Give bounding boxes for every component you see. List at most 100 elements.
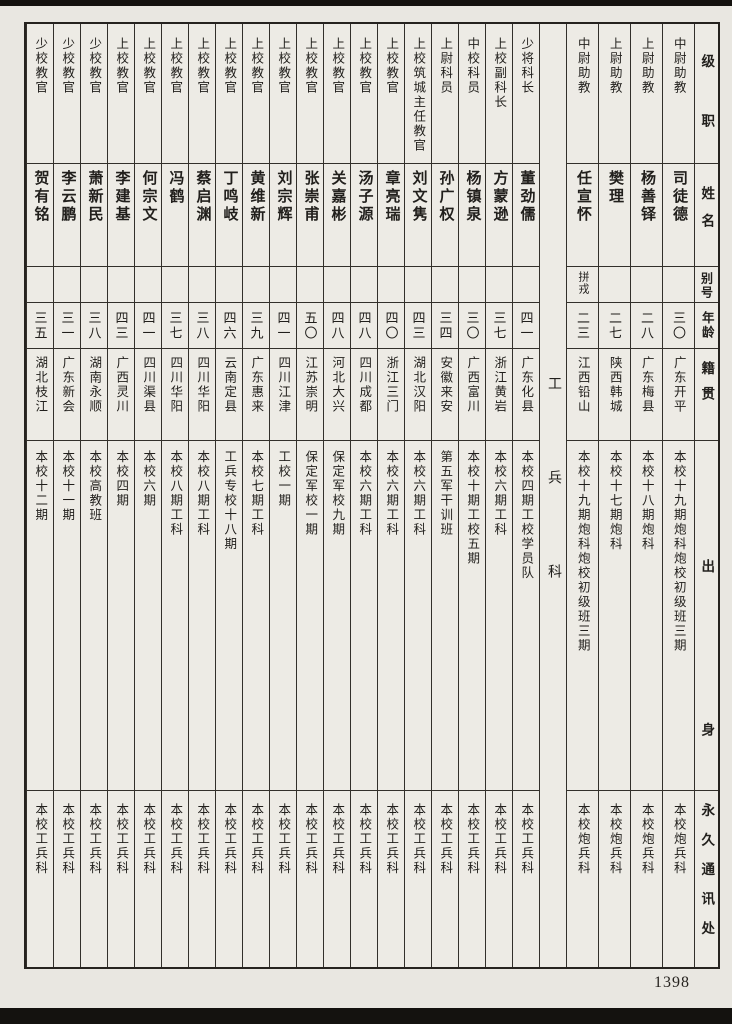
header-rank: 级职 (695, 24, 718, 164)
background-cell: 本校十九期炮科炮校初级班三期 (567, 441, 598, 791)
name-cell: 丁鸣岐 (216, 164, 242, 267)
name-cell: 黄维新 (243, 164, 269, 267)
address-cell: 本校工兵科 (465, 803, 480, 876)
name-cell: 任宣怀 (567, 164, 598, 267)
rank-cell: 上校教官 (297, 24, 323, 164)
name-cell: 冯鹤 (162, 164, 188, 267)
alias-cell (81, 267, 107, 303)
rank-cell: 上校教官 (135, 24, 161, 164)
person-column: 上校副科长 方蒙逊 三七 浙江黄岩 本校六期工科 本校工兵科 (485, 24, 512, 967)
name-cell: 董劲儒 (513, 164, 539, 267)
age-cell: 四八 (351, 303, 377, 349)
native-place-cell: 江西铅山 (567, 349, 598, 441)
background-cell: 本校八期工科 (162, 441, 188, 791)
native-place-cell: 四川渠县 (135, 349, 161, 441)
background-cell: 本校六期工科 (378, 441, 404, 791)
person-column: 上校教官 张崇甫 五〇 江苏崇明 保定军校一期 本校工兵科 (296, 24, 323, 967)
rank-cell: 上校教官 (189, 24, 215, 164)
age-cell: 三七 (162, 303, 188, 349)
name-cell: 蔡启渊 (189, 164, 215, 267)
background-cell: 本校四期工校学员队 (513, 441, 539, 791)
background-cell: 本校十八期炮科 (631, 441, 662, 791)
age-cell: 三八 (189, 303, 215, 349)
native-place-cell: 广东梅县 (631, 349, 662, 441)
rank-cell: 上校教官 (351, 24, 377, 164)
roster-table: 级职 姓名 别号 年龄 籍贯 出身 永久通讯处 中尉助教 司徒德 三〇 广东开平… (24, 22, 720, 969)
section-separator-column: 工兵科 (539, 24, 566, 967)
address-cell: 本校工兵科 (114, 803, 129, 876)
name-cell: 樊理 (599, 164, 630, 267)
address-cell: 本校工兵科 (60, 803, 75, 876)
person-column: 上校教官 黄维新 三九 广东惠来 本校七期工科 本校工兵科 (242, 24, 269, 967)
header-address: 永久通讯处 (699, 803, 715, 951)
person-column: 中校科员 杨镇泉 三〇 广西富川 本校十期工校五期 本校工兵科 (458, 24, 485, 967)
person-column: 上尉助教 杨善铎 二八 广东梅县 本校十八期炮科 本校炮兵科 (630, 24, 662, 967)
age-cell: 三七 (486, 303, 512, 349)
name-cell: 刘文隽 (405, 164, 431, 267)
rank-cell: 上尉科员 (432, 24, 458, 164)
background-cell: 保定军校九期 (324, 441, 350, 791)
alias-cell (270, 267, 296, 303)
name-cell: 贺有铭 (27, 164, 53, 267)
person-column: 少校教官 贺有铭 三五 湖北枝江 本校十二期 本校工兵科 (26, 24, 53, 967)
address-cell: 本校工兵科 (249, 803, 264, 876)
native-place-cell: 广西富川 (459, 349, 485, 441)
alias-cell (459, 267, 485, 303)
person-column: 上校教官 李建基 四三 广西灵川 本校四期 本校工兵科 (107, 24, 134, 967)
page-number: 1398 (654, 974, 690, 991)
person-column: 上校教官 何宗文 四一 四川渠县 本校六期 本校工兵科 (134, 24, 161, 967)
age-cell: 四三 (405, 303, 431, 349)
header-column: 级职 姓名 别号 年龄 籍贯 出身 永久通讯处 (694, 24, 718, 967)
person-column: 上校教官 章亮瑞 四〇 浙江三门 本校六期工科 本校工兵科 (377, 24, 404, 967)
native-place-cell: 广东新会 (54, 349, 80, 441)
address-cell: 本校炮兵科 (607, 803, 622, 876)
header-age: 年龄 (695, 303, 718, 349)
name-cell: 刘宗辉 (270, 164, 296, 267)
background-cell: 本校十一期 (54, 441, 80, 791)
address-cell: 本校工兵科 (438, 803, 453, 876)
address-cell: 本校工兵科 (411, 803, 426, 876)
person-column: 上校筑城主任教官 刘文隽 四三 湖北汉阳 本校六期工科 本校工兵科 (404, 24, 431, 967)
address-cell: 本校工兵科 (384, 803, 399, 876)
alias-cell (243, 267, 269, 303)
address-cell: 本校工兵科 (87, 803, 102, 876)
alias-cell (405, 267, 431, 303)
person-column: 上尉科员 孙广权 三四 安徽来安 第五军干训班 本校工兵科 (431, 24, 458, 967)
address-cell: 本校工兵科 (330, 803, 345, 876)
age-cell: 二八 (631, 303, 662, 349)
person-column: 中尉助教 司徒德 三〇 广东开平 本校十九期炮科炮校初级班三期 本校炮兵科 (662, 24, 694, 967)
alias-cell (54, 267, 80, 303)
age-cell: 三五 (27, 303, 53, 349)
name-cell: 方蒙逊 (486, 164, 512, 267)
rank-cell: 中尉助教 (663, 24, 694, 164)
alias-cell (324, 267, 350, 303)
alias-cell (486, 267, 512, 303)
native-place-cell: 湖北汉阳 (405, 349, 431, 441)
alias-cell (599, 267, 630, 303)
address-cell: 本校工兵科 (195, 803, 210, 876)
address-cell: 本校工兵科 (492, 803, 507, 876)
rank-cell: 中尉助教 (567, 24, 598, 164)
native-place-cell: 江苏崇明 (297, 349, 323, 441)
rank-cell: 中校科员 (459, 24, 485, 164)
age-cell: 三〇 (663, 303, 694, 349)
rank-cell: 上校教官 (324, 24, 350, 164)
scan-bottom-edge-bar (0, 1008, 732, 1024)
name-cell: 何宗文 (135, 164, 161, 267)
age-cell: 四三 (108, 303, 134, 349)
address-cell: 本校炮兵科 (671, 803, 686, 876)
person-column: 上校教官 冯鹤 三七 四川华阳 本校八期工科 本校工兵科 (161, 24, 188, 967)
rank-cell: 上尉助教 (631, 24, 662, 164)
address-cell: 本校工兵科 (519, 803, 534, 876)
age-cell: 四一 (135, 303, 161, 349)
rank-cell: 上校教官 (243, 24, 269, 164)
native-place-cell: 浙江黄岩 (486, 349, 512, 441)
age-cell: 三〇 (459, 303, 485, 349)
alias-cell (135, 267, 161, 303)
person-column: 中尉助教 任宣怀 拼戎 二三 江西铅山 本校十九期炮科炮校初级班三期 本校炮兵科 (566, 24, 598, 967)
rank-cell: 少校教官 (81, 24, 107, 164)
background-cell: 第五军干训班 (432, 441, 458, 791)
name-cell: 关嘉彬 (324, 164, 350, 267)
name-cell: 李建基 (108, 164, 134, 267)
alias-cell (162, 267, 188, 303)
